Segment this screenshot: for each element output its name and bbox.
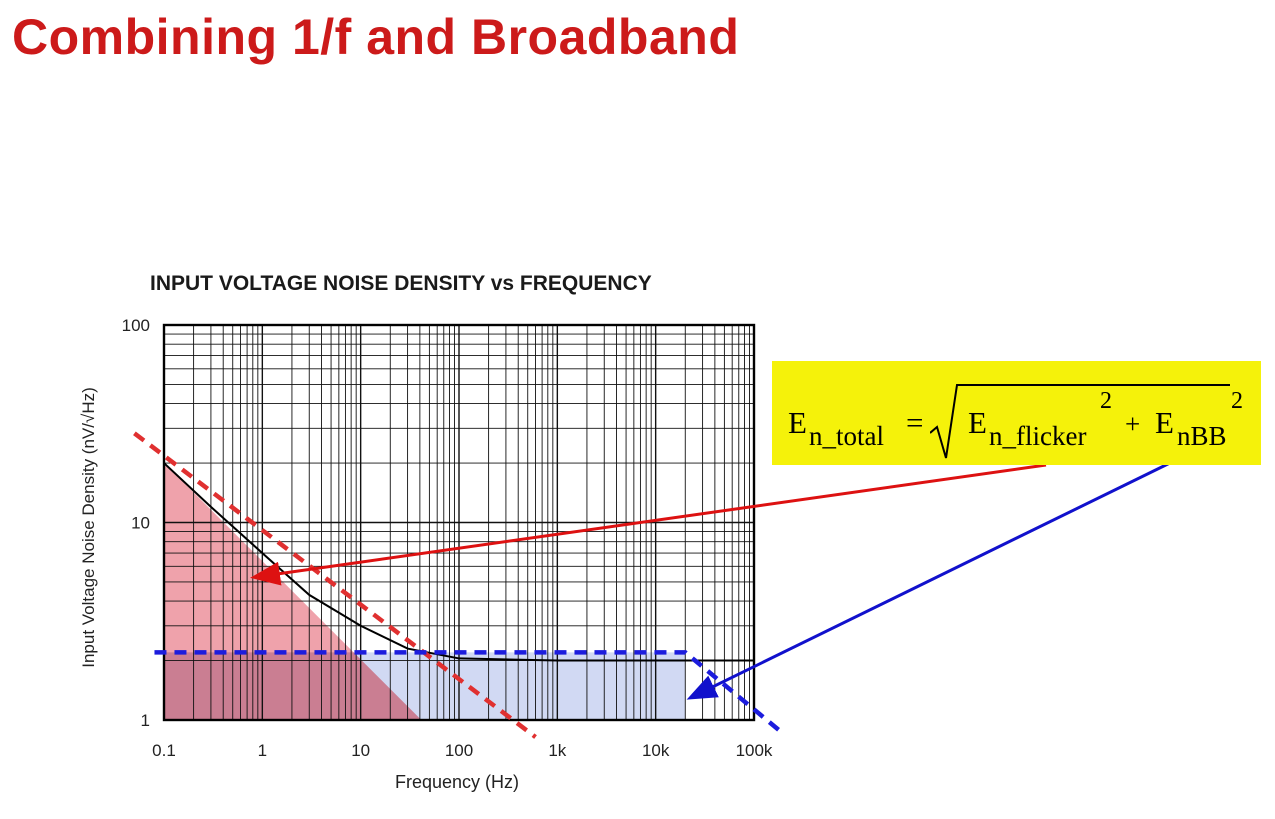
measured-noise-curve [163,462,754,662]
formula-plus: + [1125,409,1141,439]
formula-e-flicker: E [968,405,987,440]
y-axis-label: Input Voltage Noise Density (nV/√Hz) [79,387,98,668]
formula-subscript-bb: nBB [1177,421,1227,451]
slide-title: Combining 1/f and Broadband [12,9,740,65]
formula-subscript-flicker: n_flicker [989,421,1087,451]
flicker-asymptote-line [133,431,537,739]
x-tick-label: 10k [642,741,670,760]
y-tick-label: 100 [122,316,150,335]
x-tick-label: 1k [548,741,566,760]
formula-sqrt-sign [930,384,1230,459]
formula-equals: = [906,405,924,440]
noise-formula-box: E n_total = E n_flicker 2 + E nBB 2 [772,361,1261,465]
y-tick-label: 1 [141,711,150,730]
formula-e-total: E [788,405,807,440]
formula-subscript-total: n_total [809,421,884,451]
broadband-asymptote-line [154,650,786,736]
overlap-region [164,652,422,720]
x-tick-label: 1 [258,741,267,760]
y-tick-label: 10 [131,514,150,533]
x-tick-label: 100 [445,741,473,760]
formula-e-bb: E [1155,405,1174,440]
formula-superscript-1: 2 [1100,388,1112,414]
formula-superscript-2: 2 [1231,388,1243,414]
x-tick-label: 10 [351,741,370,760]
x-tick-label: 0.1 [152,741,176,760]
x-tick-label: 100k [736,741,773,760]
plot-frame [162,323,756,722]
flicker-region [164,462,422,720]
flicker-arrow [250,463,1047,586]
chart-title: INPUT VOLTAGE NOISE DENSITY vs FREQUENCY [150,272,652,295]
x-axis-label: Frequency (Hz) [395,772,519,792]
broadband-arrow [686,458,1177,700]
